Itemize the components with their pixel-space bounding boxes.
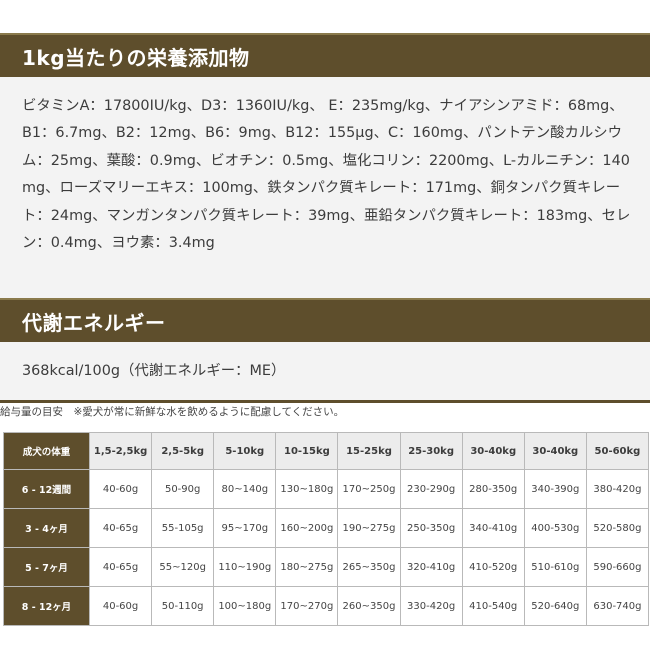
table-row: 6 - 12週間 40-60g 50-90g 80~140g 130~180g … [3, 469, 650, 509]
table-cell: 380-420g [585, 469, 650, 509]
section-divider [0, 400, 650, 403]
weight-header: 1,5-2,5kg [88, 432, 153, 470]
weight-header: 50-60kg [585, 432, 650, 470]
table-cell: 55~120g [151, 547, 215, 587]
table-cell: 40-65g [88, 547, 153, 587]
table-cell: 230-290g [399, 469, 463, 509]
table-cell: 170~250g [337, 469, 401, 509]
weight-header: 25-30kg [399, 432, 463, 470]
table-cell: 265~350g [337, 547, 401, 587]
table-cell: 340-390g [523, 469, 587, 509]
age-label: 3 - 4ヶ月 [3, 508, 90, 548]
table-cell: 400-530g [523, 508, 587, 548]
age-label: 5 - 7ヶ月 [3, 547, 90, 587]
table-row: 8 - 12ヶ月 40-60g 50-110g 100~180g 170~270… [3, 586, 650, 626]
table-cell: 250-350g [399, 508, 463, 548]
table-cell: 520-580g [585, 508, 650, 548]
table-cell: 280-350g [461, 469, 525, 509]
table-cell: 170~270g [275, 586, 339, 626]
weight-header: 5-10kg [213, 432, 277, 470]
table-cell: 410-520g [461, 547, 525, 587]
energy-text: 368kcal/100g（代謝エネルギー：ME） [22, 363, 286, 379]
weight-header: 10-15kg [275, 432, 339, 470]
weight-header: 30-40kg [523, 432, 587, 470]
table-cell: 160~200g [275, 508, 339, 548]
table-cell: 330-420g [399, 586, 463, 626]
table-cell: 340-410g [461, 508, 525, 548]
energy-panel: 368kcal/100g（代謝エネルギー：ME） [0, 342, 650, 400]
weight-header: 2,5-5kg [151, 432, 215, 470]
table-cell: 40-60g [88, 586, 153, 626]
feeding-table: 成犬の体重 1,5-2,5kg 2,5-5kg 5-10kg 10-15kg 1… [3, 432, 650, 626]
table-cell: 80~140g [213, 469, 277, 509]
energy-title: 代謝エネルギー [22, 310, 166, 335]
table-cell: 260~350g [337, 586, 401, 626]
nutrients-text: ビタミンA：17800IU/kg、D3：1360IU/kg、 E：235mg/k… [22, 98, 631, 252]
age-label: 6 - 12週間 [3, 469, 90, 509]
table-cell: 410-540g [461, 586, 525, 626]
table-cell: 40-65g [88, 508, 153, 548]
table-row: 5 - 7ヶ月 40-65g 55~120g 110~190g 180~275g… [3, 547, 650, 587]
weight-header: 30-40kg [461, 432, 525, 470]
table-cell: 50-90g [151, 469, 215, 509]
table-row: 3 - 4ヶ月 40-65g 55-105g 95~170g 160~200g … [3, 508, 650, 548]
table-cell: 190~275g [337, 508, 401, 548]
table-cell: 590-660g [585, 547, 650, 587]
table-cell: 520-640g [523, 586, 587, 626]
feeding-table-header-row: 成犬の体重 1,5-2,5kg 2,5-5kg 5-10kg 10-15kg 1… [3, 432, 650, 470]
table-cell: 320-410g [399, 547, 463, 587]
table-cell: 40-60g [88, 469, 153, 509]
feeding-note: 給与量の目安 ※愛犬が常に新鮮な水を飲めるように配慮してください。 [0, 406, 345, 418]
weight-header: 15-25kg [337, 432, 401, 470]
age-label: 8 - 12ヶ月 [3, 586, 90, 626]
table-cell: 180~275g [275, 547, 339, 587]
table-cell: 630-740g [585, 586, 650, 626]
nutrients-header: 1kg当たりの栄養添加物 [0, 33, 650, 77]
table-cell: 55-105g [151, 508, 215, 548]
table-cell: 50-110g [151, 586, 215, 626]
nutrients-title: 1kg当たりの栄養添加物 [22, 45, 250, 70]
table-cell: 510-610g [523, 547, 587, 587]
corner-cell: 成犬の体重 [3, 432, 90, 470]
nutrients-panel: ビタミンA：17800IU/kg、D3：1360IU/kg、 E：235mg/k… [0, 77, 650, 298]
table-cell: 95~170g [213, 508, 277, 548]
table-cell: 130~180g [275, 469, 339, 509]
table-cell: 100~180g [213, 586, 277, 626]
energy-header: 代謝エネルギー [0, 298, 650, 342]
table-cell: 110~190g [213, 547, 277, 587]
